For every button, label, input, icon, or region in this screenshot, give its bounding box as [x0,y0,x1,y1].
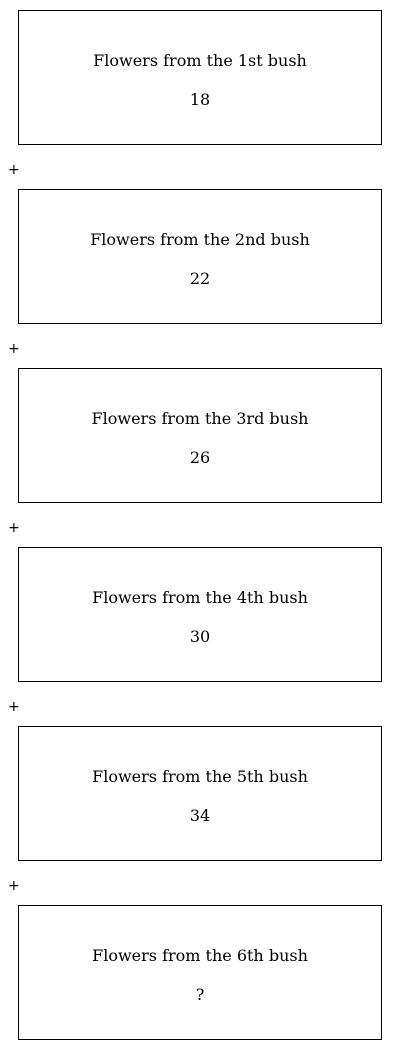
bush-flower-count: ? [195,985,205,1004]
bush-box-4: Flowers from the 4th bush 30 [18,547,382,682]
plus-sign: + [8,520,20,536]
bush-label: Flowers from the 1st bush [93,51,307,70]
bush-flower-count: 34 [189,806,211,825]
bush-label: Flowers from the 3rd bush [91,409,309,428]
bush-flower-count: 22 [189,269,211,288]
bush-box-6: Flowers from the 6th bush ? [18,905,382,1040]
bush-box-3: Flowers from the 3rd bush 26 [18,368,382,503]
bush-label: Flowers from the 5th bush [92,767,308,786]
bush-flower-count: 30 [189,627,211,646]
bush-label: Flowers from the 4th bush [92,588,308,607]
plus-sign: + [8,878,20,894]
bush-box-2: Flowers from the 2nd bush 22 [18,189,382,324]
plus-sign: + [8,162,20,178]
bush-flower-count: 18 [189,90,211,109]
bush-label: Flowers from the 6th bush [92,946,308,965]
bush-box-5: Flowers from the 5th bush 34 [18,726,382,861]
bush-label: Flowers from the 2nd bush [90,230,310,249]
bush-flower-count: 26 [189,448,211,467]
plus-sign: + [8,341,20,357]
bush-box-1: Flowers from the 1st bush 18 [18,10,382,145]
plus-sign: + [8,699,20,715]
